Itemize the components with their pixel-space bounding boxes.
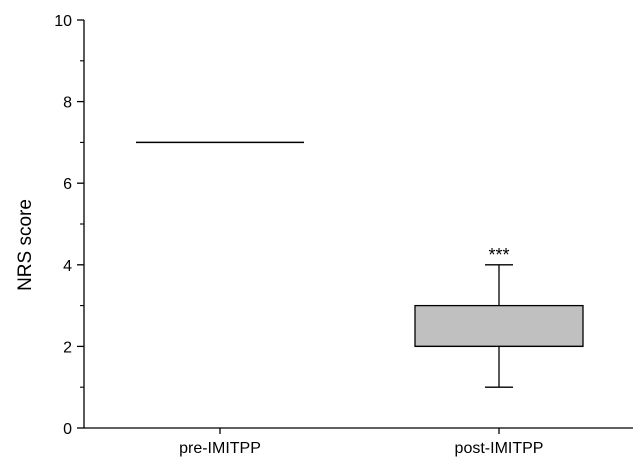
iqr-box	[414, 304, 584, 348]
y-axis-title: NRS score	[15, 199, 36, 291]
axes	[83, 20, 633, 429]
y-tick-label: 0	[63, 421, 72, 438]
y-tick-label: 8	[63, 95, 72, 112]
x-tick-label: post-IMITPP	[455, 440, 544, 457]
y-tick-label: 4	[63, 258, 72, 275]
y-tick-label: 2	[63, 339, 72, 356]
y-ticks: 0 2 4 6 8 10	[54, 13, 84, 438]
box-post-IMITPP: ***	[414, 245, 584, 388]
significance-annotation: ***	[488, 245, 509, 265]
x-tick-label: pre-IMITPP	[179, 440, 261, 457]
y-tick-label: 10	[54, 13, 72, 30]
boxes: ***	[136, 141, 584, 388]
y-tick-label: 6	[63, 176, 72, 193]
x-ticks: pre-IMITPP post-IMITPP	[179, 428, 543, 457]
